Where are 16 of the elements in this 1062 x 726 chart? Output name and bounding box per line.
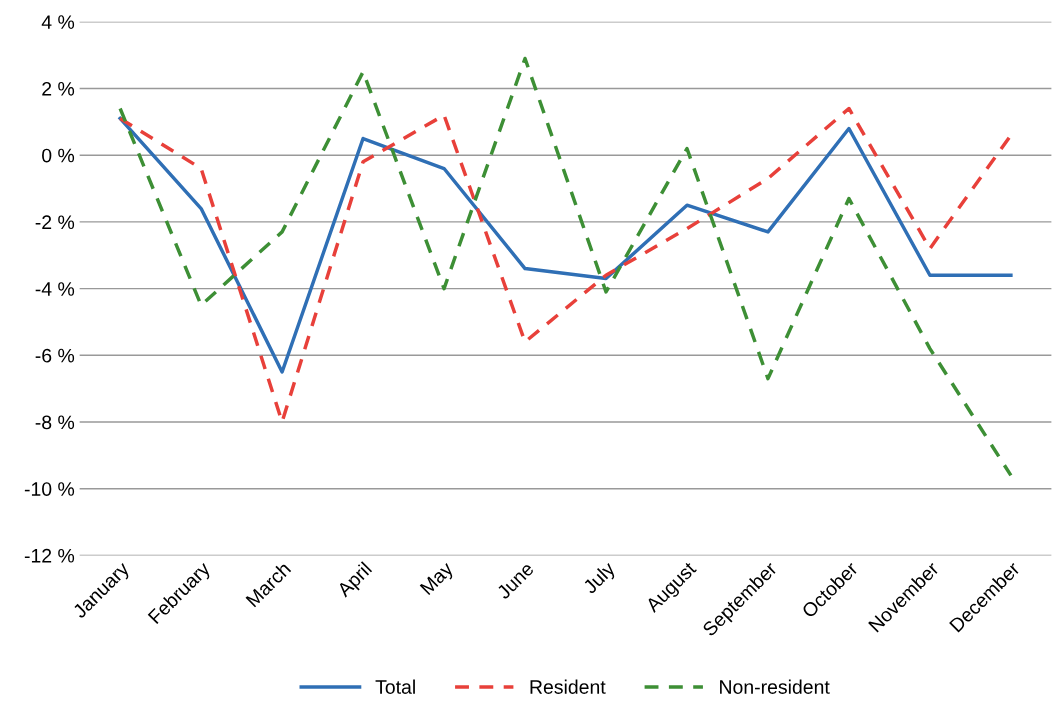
line-series xyxy=(118,56,1013,478)
y-tick-label: -10 % xyxy=(24,482,75,496)
y-tick-label: -2 % xyxy=(35,215,75,230)
legend-label: Non-resident xyxy=(720,679,830,694)
x-tick-label: July xyxy=(581,560,619,598)
x-tick-label: May xyxy=(419,560,457,598)
y-tick-label: -4 % xyxy=(35,282,75,296)
y-tick-label: 2 % xyxy=(42,81,75,96)
legend-label: Resident xyxy=(530,679,606,694)
y-tick-label: -12 % xyxy=(24,548,75,563)
y-tick-label: -6 % xyxy=(35,348,75,363)
line-series xyxy=(118,116,1013,374)
legend-label: Total xyxy=(375,679,415,694)
y-tick-label: -8 % xyxy=(35,415,75,430)
y-tick-label: 0 % xyxy=(42,148,75,163)
y-tick-label: 4 % xyxy=(41,15,75,29)
